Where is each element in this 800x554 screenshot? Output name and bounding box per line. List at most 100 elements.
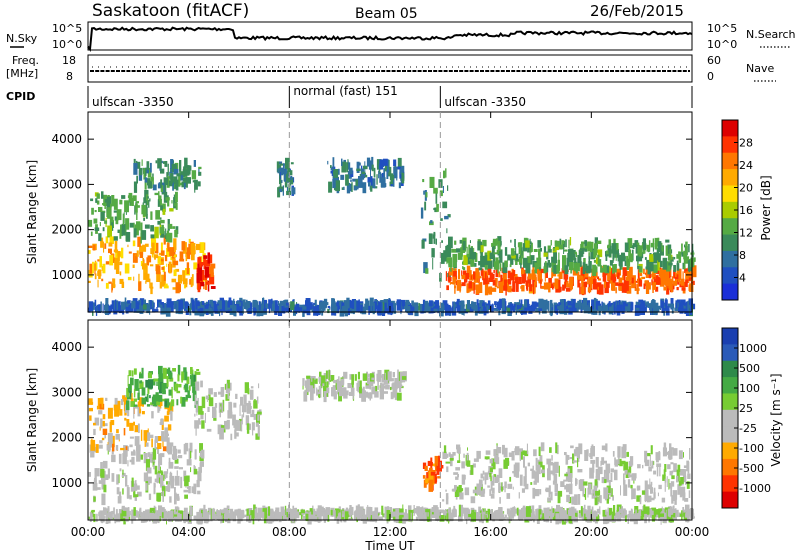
echo-cell <box>184 371 188 381</box>
echo-cell <box>648 466 652 472</box>
echo-cell <box>544 511 549 518</box>
echo-cell <box>251 422 255 431</box>
echo-cell <box>204 266 210 278</box>
echo-cell <box>491 458 496 470</box>
echo-cell <box>682 262 685 270</box>
echo-cell <box>122 395 125 402</box>
echo-cell <box>276 161 280 173</box>
echo-cell <box>551 455 553 461</box>
echo-cell <box>201 396 206 409</box>
echo-cell <box>398 182 401 189</box>
echo-cell <box>628 466 632 474</box>
echo-cell <box>209 275 215 285</box>
echo-cell <box>511 511 515 516</box>
echo-cell <box>196 243 201 251</box>
echo-cell <box>151 236 156 247</box>
echo-cell <box>139 251 144 258</box>
echo-cell <box>383 168 386 179</box>
echo-cell <box>216 303 220 307</box>
echo-cell <box>153 464 155 470</box>
echo-cell <box>158 371 160 377</box>
echo-cell <box>571 512 575 520</box>
echo-cell <box>428 304 434 314</box>
echo-cell <box>515 281 519 290</box>
echo-cell <box>287 177 292 183</box>
echo-cell <box>341 187 344 190</box>
echo-cell <box>162 437 168 442</box>
echo-cell <box>648 240 651 248</box>
echo-cell <box>521 255 523 264</box>
echo-cell <box>341 302 345 310</box>
echo-cell <box>111 473 115 482</box>
echo-cell <box>163 161 166 164</box>
echo-cell <box>141 387 146 396</box>
echo-cell <box>154 436 159 443</box>
colorbar-swatch <box>722 201 738 219</box>
echo-cell <box>457 474 459 478</box>
echo-cell <box>597 508 600 512</box>
echo-cell <box>108 514 111 519</box>
echo-cell <box>133 222 135 229</box>
echo-cell <box>224 420 229 427</box>
echo-cell <box>129 390 132 397</box>
echo-cell <box>460 247 463 257</box>
echo-cell <box>400 377 402 385</box>
echo-cell <box>250 386 254 389</box>
echo-cell <box>306 375 311 379</box>
echo-cell <box>688 490 691 498</box>
echo-cell <box>660 299 662 308</box>
echo-cell <box>667 508 671 517</box>
echo-cell <box>210 286 216 289</box>
echo-cell <box>213 301 217 311</box>
echo-cell <box>108 281 112 284</box>
echo-cell <box>117 254 120 262</box>
echo-cell <box>474 262 477 267</box>
echo-cell <box>104 199 108 203</box>
echo-cell <box>580 267 584 276</box>
echo-cell <box>512 471 515 474</box>
echo-cell <box>428 462 433 466</box>
echo-cell <box>108 248 112 254</box>
echo-cell <box>595 266 598 273</box>
echo-cell <box>133 488 136 498</box>
echo-cell <box>133 398 137 402</box>
echo-cell <box>496 286 501 289</box>
echo-cell <box>150 264 154 267</box>
echo-cell <box>201 301 205 307</box>
echo-cell <box>544 272 546 282</box>
echo-cell <box>277 168 279 174</box>
echo-cell <box>617 272 620 280</box>
echo-cell <box>158 373 164 384</box>
echo-cell <box>162 303 165 309</box>
echo-cell <box>387 166 392 177</box>
echo-cell <box>550 491 553 501</box>
echo-cell <box>545 261 547 267</box>
echo-cell <box>295 303 300 312</box>
echo-cell <box>331 514 333 517</box>
echo-cell <box>682 470 687 483</box>
echo-cell <box>564 265 569 275</box>
echo-cell <box>647 484 653 490</box>
echo-cell <box>147 255 152 263</box>
echo-cell <box>396 299 402 311</box>
echo-cell <box>135 203 138 213</box>
echo-cell <box>161 307 164 315</box>
echo-cell <box>595 490 601 496</box>
echo-cell <box>523 272 526 281</box>
echo-cell <box>618 454 620 465</box>
echo-cell <box>458 504 461 517</box>
echo-cell <box>127 515 131 520</box>
echo-cell <box>492 280 496 286</box>
echo-cell <box>139 245 144 255</box>
echo-cell <box>504 279 508 291</box>
echo-cell <box>590 459 596 464</box>
echo-cell <box>142 207 147 217</box>
echo-cell <box>142 244 147 252</box>
echo-cell <box>185 399 188 402</box>
echo-cell <box>88 250 91 254</box>
echo-cell <box>256 396 259 404</box>
echo-cell <box>379 159 384 170</box>
echo-cell <box>531 269 536 280</box>
echo-cell <box>651 279 653 286</box>
echo-cell <box>521 285 525 292</box>
